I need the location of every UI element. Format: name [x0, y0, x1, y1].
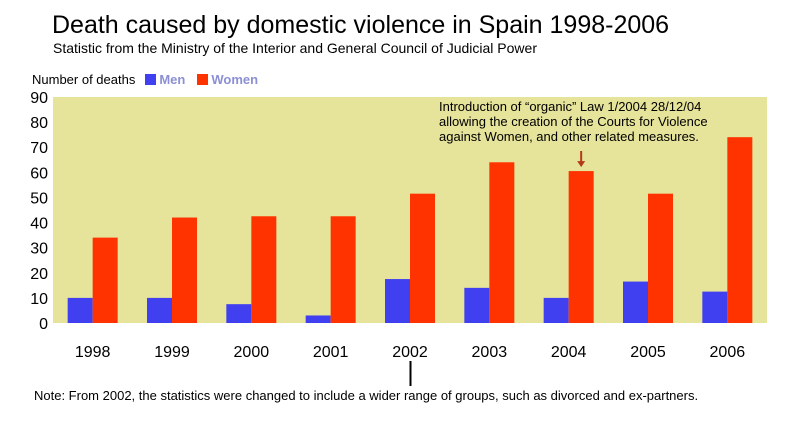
y-tick-label: 0 — [39, 316, 48, 333]
law-annotation: Introduction of “organic” Law 1/2004 28/… — [439, 99, 708, 144]
legend-label-men: Men — [159, 71, 186, 87]
x-tick-label: 2005 — [630, 344, 666, 361]
annotation-line: allowing the creation of the Courts for … — [439, 114, 708, 129]
annotation-arrow-head — [577, 161, 586, 168]
y-tick-label: 70 — [30, 140, 48, 157]
bar-women-1999 — [172, 217, 197, 323]
bar-women-2002 — [410, 193, 435, 323]
y-tick-label: 50 — [30, 190, 48, 207]
bar-men-2001 — [305, 315, 331, 323]
y-tick-label: 10 — [30, 291, 48, 308]
bar-men-2002 — [385, 279, 410, 323]
bar-women-2005 — [648, 193, 673, 323]
bar-women-2004 — [568, 171, 594, 323]
bar-women-2001 — [330, 216, 356, 323]
annotation-line: Introduction of “organic” Law 1/2004 28/… — [439, 99, 702, 114]
x-tick-label: 2002 — [392, 344, 428, 361]
y-tick-label: 60 — [30, 165, 48, 182]
bar-women-2006 — [727, 137, 753, 323]
y-tick-label: 80 — [30, 115, 48, 132]
x-tick-label: 2000 — [234, 344, 270, 361]
legend-swatch-men — [145, 73, 157, 85]
y-tick-label: 40 — [30, 216, 48, 233]
legend: Number of deaths Men Women — [32, 71, 270, 87]
legend-swatch-women — [197, 73, 209, 85]
annotation-line: against Women, and other related measure… — [439, 129, 699, 144]
bar-men-2006 — [702, 291, 728, 323]
bar-women-1998 — [92, 237, 118, 323]
y-tick-label: 30 — [30, 241, 48, 258]
x-tick-label: 1998 — [75, 344, 111, 361]
bar-men-1998 — [67, 297, 93, 323]
bar-men-2003 — [464, 287, 490, 323]
footnote: Note: From 2002, the statistics were cha… — [34, 388, 699, 403]
y-tick-label: 20 — [30, 266, 48, 283]
y-axis-label: Number of deaths — [32, 71, 136, 87]
x-tick-label: 1999 — [154, 344, 190, 361]
x-tick-label: 2006 — [710, 344, 746, 361]
bar-women-2003 — [489, 162, 515, 323]
bar-men-2005 — [623, 281, 648, 323]
bar-men-2004 — [543, 297, 569, 323]
x-tick-label: 2003 — [472, 344, 508, 361]
bar-women-2000 — [251, 216, 277, 323]
chart-subtitle: Statistic from the Ministry of the Inter… — [53, 40, 537, 56]
x-tick-label: 2001 — [313, 344, 349, 361]
y-tick-label: 90 — [30, 90, 48, 107]
bar-men-2000 — [226, 304, 252, 323]
x-tick-label: 2004 — [551, 344, 587, 361]
chart-title: Death caused by domestic violence in Spa… — [52, 11, 670, 39]
legend-label-women: Women — [211, 71, 259, 87]
bar-men-1999 — [147, 297, 172, 323]
